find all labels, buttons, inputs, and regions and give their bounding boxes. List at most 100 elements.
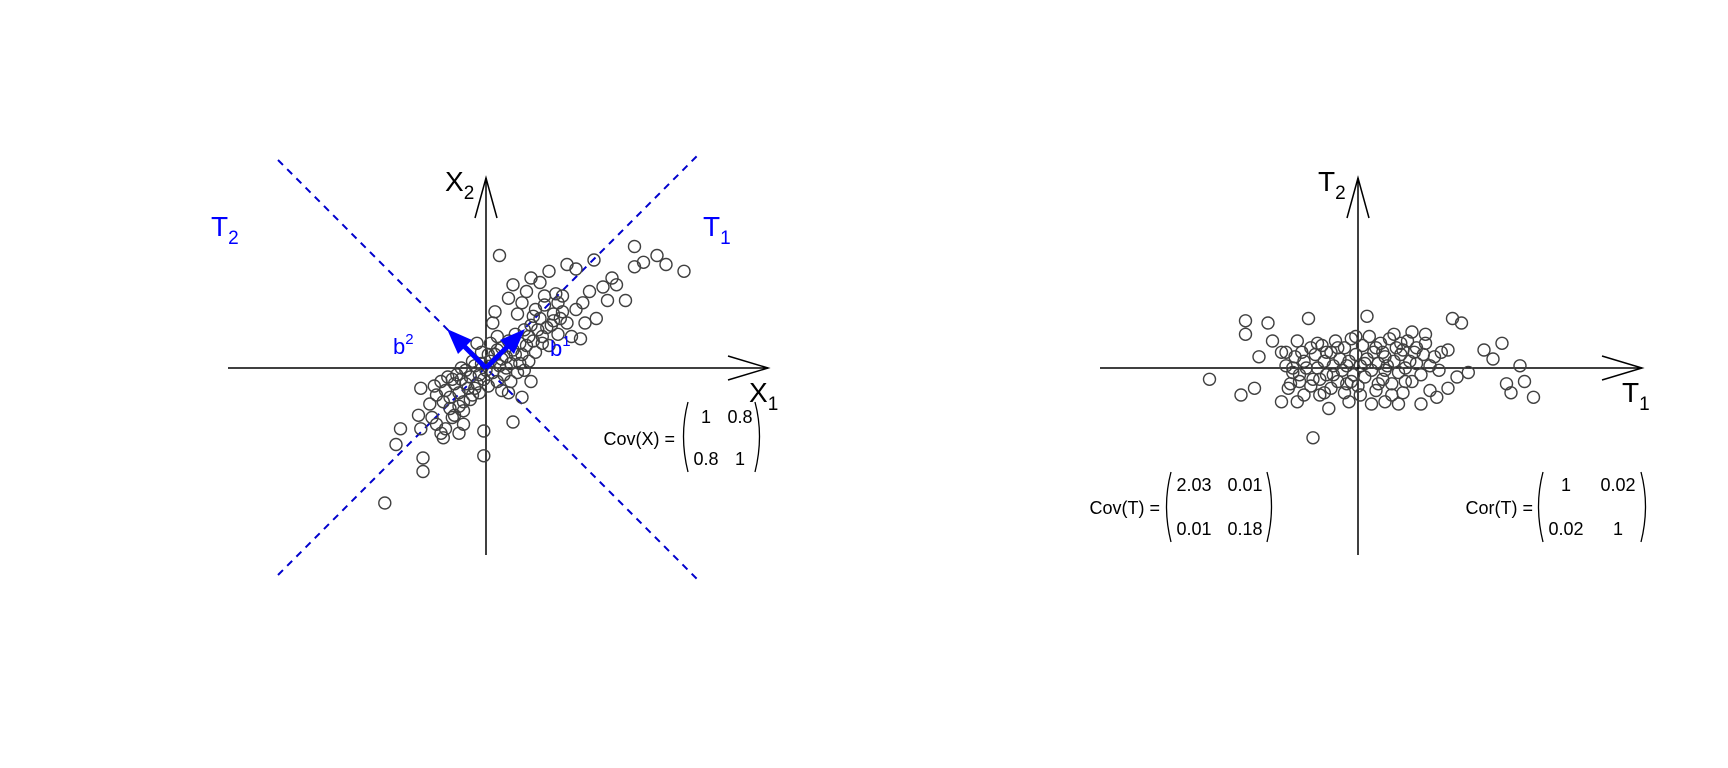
left-point-92 (533, 275, 547, 290)
left-point-73 (596, 280, 610, 294)
t2-axis-label: T2 (1318, 166, 1346, 204)
cor-t-cell-22: 1 (1613, 519, 1623, 539)
right-point-2 (1238, 327, 1253, 341)
right-point-9 (1286, 365, 1300, 380)
t2-dashed-line (277, 159, 699, 581)
right-point-26 (1322, 401, 1336, 416)
right-point-100 (1369, 341, 1383, 355)
right-point-91 (1252, 350, 1266, 364)
right-point-87 (1418, 327, 1433, 341)
left-point-116 (452, 399, 466, 413)
right-point-18 (1304, 379, 1318, 393)
cov-x-cell-11: 1 (701, 407, 711, 427)
left-point-106 (515, 390, 529, 404)
left-point-94 (542, 264, 556, 278)
left-point-79 (636, 255, 651, 269)
left-point-105 (501, 386, 516, 400)
left-point-91 (528, 302, 543, 317)
left-point-71 (578, 316, 592, 330)
right-point-60 (1398, 361, 1413, 375)
cov-t-label: Cov(T) = (1089, 498, 1160, 518)
b1-arrow (484, 329, 525, 370)
cor-t-cell-11: 1 (1561, 475, 1571, 495)
right-point-107 (1409, 341, 1424, 355)
left-point-76 (609, 278, 624, 292)
x1-axis-arrowhead (727, 355, 771, 381)
left-point-77 (618, 293, 633, 308)
left-point-141 (526, 309, 540, 323)
left-point-83 (627, 239, 642, 254)
left-point-100 (490, 329, 504, 344)
left-point-35 (477, 372, 491, 386)
left-point-29 (463, 370, 477, 384)
cor-t-cell-12: 0.02 (1600, 475, 1635, 495)
right-point-39 (1351, 379, 1365, 393)
x1-axis-label: X1 (749, 377, 778, 415)
left-point-128 (576, 296, 590, 310)
left-point-97 (555, 305, 570, 319)
cov-t-cell-22: 0.18 (1227, 519, 1262, 539)
left-point-129 (589, 311, 603, 326)
right-point-103 (1306, 372, 1320, 386)
left-point-113 (560, 257, 574, 272)
cov-x-cell-21: 0.8 (693, 449, 718, 469)
t1-axis-arrowhead (1601, 355, 1645, 381)
right-point-117 (1326, 368, 1341, 382)
left-point-107 (524, 374, 538, 389)
t2-axis-arrowhead (1346, 175, 1370, 219)
right-point-55 (1387, 354, 1401, 368)
right-point-92 (1265, 334, 1280, 348)
left-point-85 (501, 291, 516, 305)
left-point-70 (573, 332, 588, 346)
left-point-10 (436, 431, 450, 445)
right-point-5 (1261, 316, 1275, 330)
cov-t-cell-11: 2.03 (1176, 475, 1211, 495)
right-point-17 (1301, 311, 1316, 326)
right-point-56 (1389, 341, 1404, 355)
right-point-27 (1324, 345, 1338, 359)
right-point-93 (1274, 395, 1289, 409)
right-point-114 (1385, 388, 1399, 402)
left-point-93 (537, 289, 552, 303)
left-point-75 (605, 271, 619, 285)
b1-label: b1 (550, 333, 571, 361)
right-point-67 (1423, 383, 1437, 398)
right-point-19 (1306, 431, 1320, 445)
right-point-41 (1355, 338, 1370, 353)
cov-x-cell-12: 0.8 (727, 407, 752, 427)
right-point-127 (1279, 359, 1293, 373)
cov-x-left-bracket (682, 401, 689, 473)
left-point-98 (486, 316, 500, 330)
right-point-126 (1313, 388, 1327, 402)
left-point-130 (423, 397, 437, 411)
left-point-44 (497, 368, 511, 382)
right-points-group (1202, 309, 1541, 445)
right-point-3 (1238, 314, 1253, 328)
t1-axis-label: T1 (1622, 377, 1650, 415)
left-point-15 (456, 417, 471, 431)
left-point-63 (542, 338, 556, 353)
left-point-67 (560, 316, 574, 330)
t1-dashed-line (277, 154, 699, 576)
left-point-54 (519, 338, 534, 353)
left-point-133 (445, 372, 459, 386)
left-point-72 (582, 284, 597, 299)
cov-x-label: Cov(X) = (603, 429, 675, 449)
left-point-2 (393, 422, 408, 436)
t2-line-label: T2 (211, 211, 239, 249)
left-point-1 (389, 437, 403, 452)
right-point-125 (1434, 345, 1449, 359)
left-point-86 (506, 278, 520, 292)
left-point-143 (549, 287, 563, 301)
left-point-64 (546, 307, 561, 321)
right-point-85 (1414, 397, 1428, 411)
right-point-0 (1202, 372, 1217, 386)
left-point-58 (528, 345, 543, 359)
right-point-77 (1504, 386, 1518, 400)
right-point-98 (1450, 370, 1464, 384)
left-point-122 (504, 374, 518, 389)
right-point-12 (1290, 334, 1305, 348)
left-point-11 (438, 422, 453, 436)
